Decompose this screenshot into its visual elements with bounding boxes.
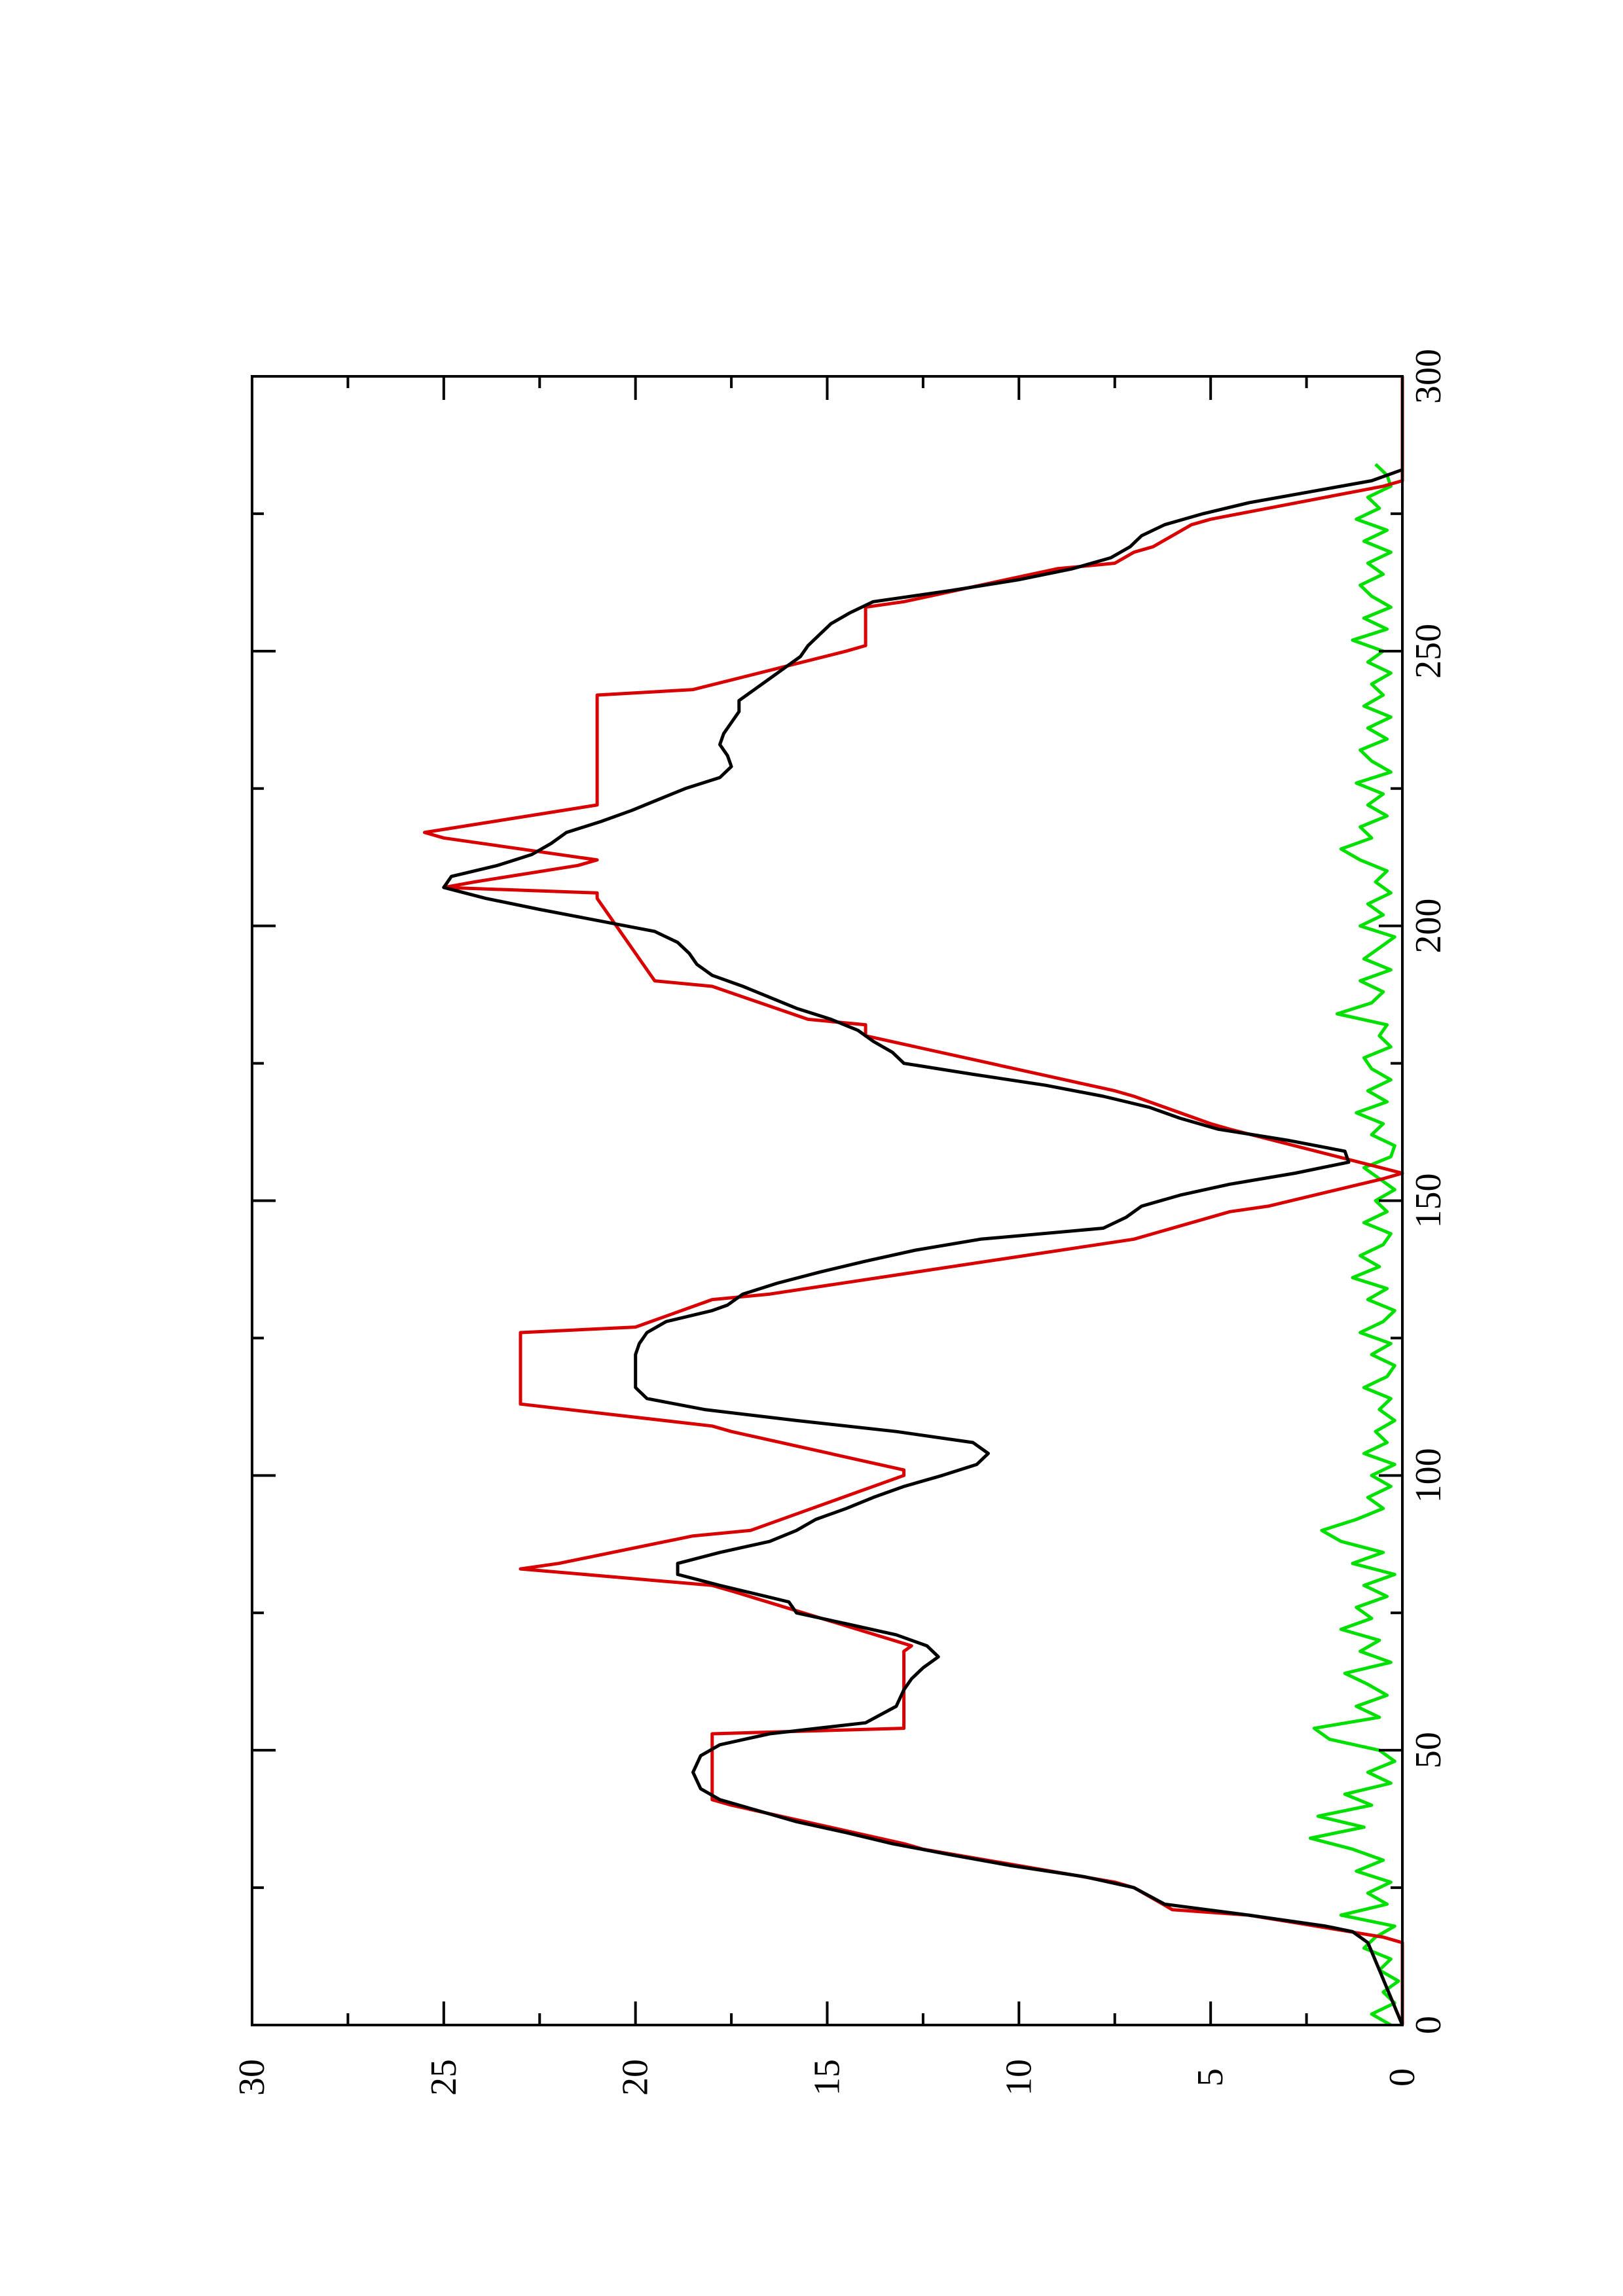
x-tick-label: 150 <box>1408 1174 1449 1229</box>
y-tick-label: 30 <box>232 2059 272 2096</box>
series-line-black <box>442 468 1404 2026</box>
x-tick-label: 200 <box>1408 899 1449 954</box>
y-tick-label: 20 <box>615 2059 656 2096</box>
axis-layer: 0 50 100 150 200 250 300 0 5 10 15 20 25 30 <box>232 349 1449 2096</box>
y-tick-label: 15 <box>807 2059 848 2096</box>
series-line-green <box>1308 463 1400 2027</box>
y-tick-label: 10 <box>998 2059 1039 2096</box>
x-tick-label: 100 <box>1408 1448 1449 1503</box>
y-tick-label: 0 <box>1382 2068 1423 2087</box>
plot-frame <box>251 375 1404 2026</box>
x-tick-label: 300 <box>1408 349 1449 404</box>
y-tick-label: 5 <box>1190 2068 1231 2087</box>
x-tick-label: 50 <box>1408 1732 1449 1768</box>
series-layer <box>423 376 1404 2027</box>
x-tick-label: 0 <box>1408 2016 1449 2034</box>
x-tick-label: 250 <box>1408 624 1449 679</box>
series-line-red <box>423 376 1404 2025</box>
y-tick-label: 25 <box>424 2059 464 2096</box>
